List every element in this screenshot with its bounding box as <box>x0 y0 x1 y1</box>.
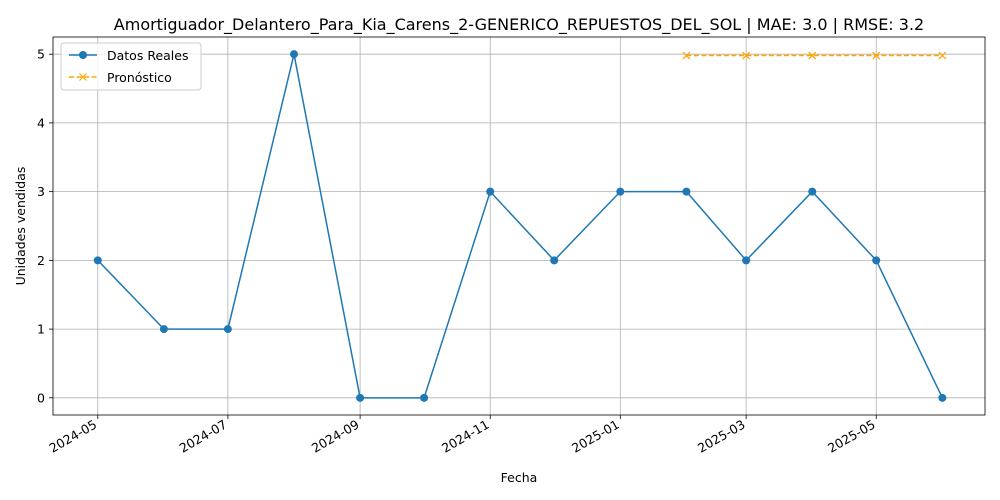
data-point <box>289 50 298 59</box>
series-layer <box>93 50 947 402</box>
y-tick-label: 1 <box>37 322 45 337</box>
y-tick-label: 4 <box>37 115 45 130</box>
x-tick-label: 2024-11 <box>439 417 492 456</box>
x-tick-label: 2024-09 <box>309 417 362 456</box>
data-point <box>808 51 817 60</box>
data-point <box>872 256 881 265</box>
y-tick-label: 2 <box>37 253 45 268</box>
x-axis-label: Fecha <box>501 470 538 485</box>
legend-label-pronostico: Pronóstico <box>107 70 172 85</box>
y-tick-label: 3 <box>37 184 45 199</box>
data-point <box>938 51 947 60</box>
data-point <box>420 393 429 402</box>
data-point <box>682 187 691 196</box>
x-tick-label: 2024-05 <box>47 417 100 456</box>
y-tick-label: 5 <box>37 47 45 62</box>
data-point <box>550 256 559 265</box>
data-point <box>938 393 947 402</box>
chart-title: Amortiguador_Delantero_Para_Kia_Carens_2… <box>114 15 924 35</box>
axis-ticks: 2024-05 2024-07 2024-09 2024-11 2025-01 2025-… <box>37 47 878 456</box>
data-point <box>93 256 102 265</box>
series-datos-reales <box>93 50 947 402</box>
data-point <box>682 51 691 60</box>
y-axis-label: Unidades vendidas <box>13 167 28 286</box>
data-point <box>223 325 232 334</box>
grid <box>53 37 985 415</box>
data-point <box>742 51 751 60</box>
data-point <box>616 187 625 196</box>
x-tick-label: 2025-03 <box>695 417 748 456</box>
x-tick-label: 2025-01 <box>569 417 622 456</box>
legend-marker-pronostico <box>79 73 87 81</box>
x-tick-label: 2024-07 <box>177 417 230 456</box>
legend: Datos Reales Pronóstico <box>60 42 202 91</box>
x-tick-label: 2025-05 <box>825 417 878 456</box>
legend-label-datos-reales: Datos Reales <box>107 48 188 63</box>
data-point <box>159 325 168 334</box>
legend-marker-datos-reales <box>79 51 87 59</box>
series-line-datos-reales <box>97 54 944 399</box>
plot-frame <box>52 36 986 416</box>
data-point <box>486 187 495 196</box>
data-point <box>742 256 751 265</box>
data-point <box>356 393 365 402</box>
y-tick-label: 0 <box>37 390 45 405</box>
data-point <box>808 187 817 196</box>
data-point <box>872 51 881 60</box>
series-pronostico <box>682 51 947 60</box>
